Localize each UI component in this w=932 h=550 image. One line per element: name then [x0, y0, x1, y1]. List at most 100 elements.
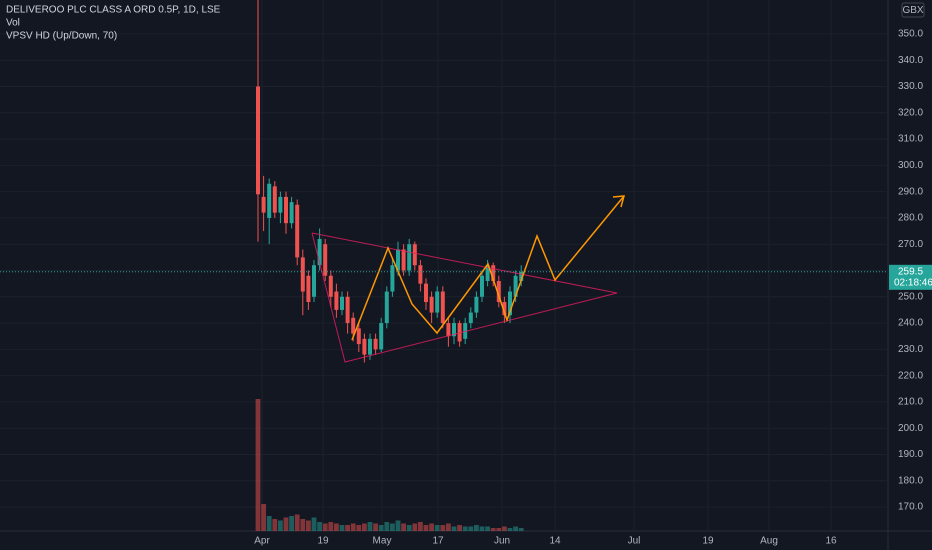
volume-pane	[255, 399, 524, 531]
volume-bar	[300, 519, 306, 531]
volume-bar	[384, 522, 390, 531]
y-tick-label: 280.0	[898, 213, 923, 224]
x-tick-label: Jul	[628, 536, 641, 547]
volume-bar	[294, 514, 300, 531]
volume-bar	[485, 526, 490, 531]
x-tick-label: 14	[549, 536, 561, 547]
volume-bar	[434, 525, 440, 531]
volume-bar	[356, 525, 362, 531]
y-tick-label: 340.0	[898, 55, 923, 66]
currency-box[interactable]	[901, 2, 925, 18]
candle-body	[379, 323, 384, 350]
x-tick-label: 17	[432, 536, 444, 547]
candle-body	[401, 249, 406, 271]
volume-bar	[345, 525, 350, 531]
candle-body	[256, 86, 260, 195]
candle-body	[396, 249, 400, 271]
candle-body	[340, 296, 344, 310]
last-price-tag	[889, 264, 932, 290]
volume-bar	[306, 520, 311, 531]
candle-body	[300, 257, 305, 292]
candle-body	[440, 291, 445, 324]
volume-bar	[440, 525, 446, 531]
candle-body	[351, 317, 356, 334]
volume-bar	[283, 517, 289, 531]
candle-body	[424, 283, 428, 303]
volume-bar	[266, 516, 272, 531]
y-tick-label: 300.0	[898, 160, 923, 171]
y-tick-label: 310.0	[898, 134, 923, 145]
candle-body	[295, 204, 300, 258]
projection-path	[351, 195, 625, 341]
volume-bar	[462, 526, 468, 531]
candle-body	[267, 183, 272, 218]
candle-body	[384, 291, 389, 324]
x-tick-label: May	[373, 536, 392, 547]
y-tick-label: 180.0	[898, 475, 923, 486]
candle-body	[474, 296, 479, 313]
candle-body	[284, 196, 288, 224]
volume-bar	[328, 522, 334, 531]
x-tick-label: 19	[317, 536, 329, 547]
volume-bar	[518, 528, 524, 531]
volume-bar	[255, 399, 261, 531]
y-tick-label: 330.0	[898, 81, 923, 92]
candle-body	[368, 338, 372, 355]
candle-body	[278, 196, 283, 213]
chart-title: DELIVEROO PLC CLASS A ORD 0.5P, 1D, LSE	[6, 5, 221, 16]
volume-bar	[496, 528, 502, 531]
y-tick-label: 220.0	[898, 370, 923, 381]
x-tick-label: Aug	[760, 536, 778, 547]
candle-body	[289, 202, 294, 224]
candle-body	[496, 281, 501, 303]
indicator-label: Vol	[6, 18, 20, 29]
candle-body	[446, 323, 451, 337]
candle-body	[345, 296, 350, 324]
volume-bar	[490, 528, 496, 531]
y-tick-label: 200.0	[898, 423, 923, 434]
volume-bar	[272, 519, 278, 531]
volume-bar	[429, 523, 434, 531]
y-tick-label: 290.0	[898, 186, 923, 197]
volume-bar	[362, 523, 367, 531]
volume-bar	[406, 525, 412, 531]
volume-bar	[395, 520, 401, 531]
x-tick-label: Apr	[254, 536, 270, 547]
volume-bar	[502, 526, 507, 531]
volume-bar	[513, 526, 518, 531]
volume-bar	[468, 526, 474, 531]
candle-body	[323, 244, 328, 276]
volume-bar	[317, 522, 322, 531]
volume-bar	[350, 523, 356, 531]
volume-bar	[390, 523, 395, 531]
triangle-pattern	[311, 232, 618, 363]
candle-body	[502, 302, 507, 316]
volume-bar	[507, 528, 513, 531]
candle-body	[328, 275, 333, 297]
currency[interactable]: GBX	[902, 5, 923, 16]
candle-body	[261, 196, 266, 213]
candle-body	[312, 265, 316, 297]
volume-bar	[261, 504, 266, 531]
x-tick-label: Jun	[494, 536, 510, 547]
volume-bar	[378, 525, 384, 531]
last-price: 259.5	[898, 266, 923, 277]
volume-bar	[289, 516, 294, 531]
candle-body	[272, 186, 277, 213]
volume-bar	[278, 520, 283, 531]
y-tick-label: 350.0	[898, 29, 923, 40]
y-tick-label: 240.0	[898, 318, 923, 329]
y-tick-label: 210.0	[898, 397, 923, 408]
volume-bar	[451, 526, 457, 531]
volume-bar	[334, 523, 339, 531]
y-tick-label: 230.0	[898, 344, 923, 355]
x-tick-label: 19	[702, 536, 714, 547]
y-tick-label: 320.0	[898, 107, 923, 118]
volume-bar	[479, 526, 485, 531]
volume-bar	[339, 525, 345, 531]
countdown: 02:18:46	[894, 277, 932, 288]
volume-bar	[367, 522, 373, 531]
volume-bar	[474, 525, 479, 531]
